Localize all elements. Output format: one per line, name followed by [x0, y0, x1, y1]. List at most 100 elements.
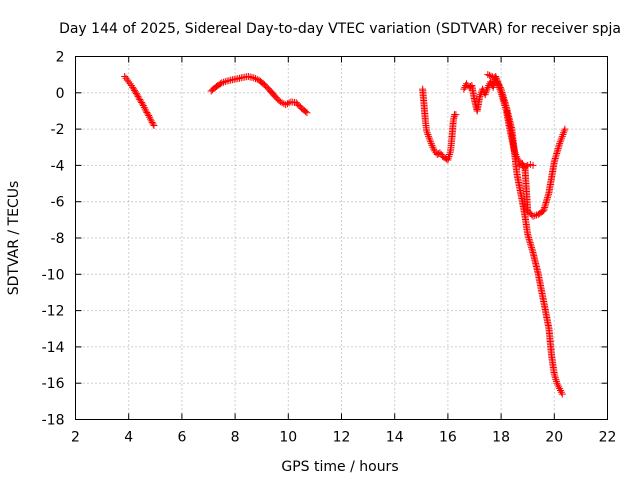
data-point: [218, 79, 226, 87]
x-tick-label: 6: [177, 430, 186, 446]
data-point: [140, 103, 148, 111]
data-point: [551, 372, 559, 380]
x-tick-label: 16: [439, 430, 457, 446]
plot-frame: [75, 56, 608, 420]
data-point: [144, 110, 152, 118]
data-point: [425, 134, 433, 142]
data-point: [220, 78, 228, 86]
data-point: [145, 111, 153, 119]
data-point: [423, 129, 431, 137]
chart-title: Day 144 of 2025, Sidereal Day-to-day VTE…: [59, 21, 621, 37]
data-point: [482, 89, 490, 97]
data-point: [492, 74, 500, 82]
data-point: [423, 127, 431, 135]
data-point: [283, 100, 291, 108]
data-point: [529, 161, 537, 169]
y-tick-label: -6: [51, 195, 65, 211]
y-tick-label: -18: [42, 413, 65, 429]
x-tick-label: 2: [71, 430, 80, 446]
data-point: [556, 385, 564, 393]
data-point: [148, 118, 156, 126]
data-point: [134, 92, 142, 100]
data-point: [146, 115, 154, 123]
data-point: [485, 71, 493, 79]
data-point: [446, 149, 454, 157]
data-point: [531, 212, 539, 220]
data-point: [427, 140, 435, 148]
x-tick-label: 8: [231, 430, 240, 446]
data-point: [142, 107, 150, 115]
data-point: [556, 138, 564, 146]
data-point: [135, 94, 143, 102]
data-point: [482, 87, 490, 95]
data-point: [554, 381, 562, 389]
data-point: [130, 85, 138, 93]
data-point: [445, 151, 453, 159]
data-point: [251, 75, 259, 83]
data-point: [444, 156, 452, 164]
y-tick-label: -16: [42, 376, 65, 392]
data-point: [424, 131, 432, 139]
y-tick-label: -12: [42, 304, 65, 320]
data-point: [141, 105, 149, 113]
data-point: [125, 78, 133, 86]
data-point: [302, 108, 310, 116]
grid-layer: [75, 56, 608, 420]
x-tick-label: 20: [545, 430, 563, 446]
data-point: [561, 125, 569, 133]
y-tick-label: -4: [51, 158, 65, 174]
y-tick-label: -14: [42, 340, 65, 356]
data-point: [557, 388, 565, 396]
data-point: [558, 134, 566, 142]
data-point: [136, 95, 144, 103]
y-tick-label: -2: [51, 122, 65, 138]
data-point: [429, 143, 437, 151]
data-point: [481, 91, 489, 99]
x-tick-label: 22: [599, 430, 617, 446]
data-point: [431, 147, 439, 155]
series-pass-3: [419, 85, 460, 164]
data-point: [496, 82, 504, 90]
data-point: [131, 88, 139, 96]
data-point: [427, 138, 435, 146]
series-pass-6: [516, 160, 537, 171]
x-tick-label: 12: [333, 430, 351, 446]
data-point: [533, 211, 541, 219]
data-point: [522, 162, 530, 170]
data-point: [428, 141, 436, 149]
data-point: [493, 77, 501, 85]
data-point: [552, 376, 560, 384]
data-point: [452, 111, 460, 119]
data-point: [445, 152, 453, 160]
data-point: [518, 160, 526, 168]
data-point: [558, 390, 566, 398]
data-point: [425, 132, 433, 140]
data-point: [149, 120, 157, 128]
data-point: [146, 113, 154, 121]
data-point: [559, 131, 567, 139]
data-point: [138, 100, 146, 108]
data-point: [436, 149, 444, 157]
data-point: [143, 108, 151, 116]
data-point: [147, 117, 155, 125]
data-point: [133, 91, 141, 99]
data-point: [560, 129, 568, 137]
data-point: [253, 75, 261, 83]
data-point: [460, 85, 468, 93]
data-point: [476, 92, 484, 100]
data-point: [555, 383, 563, 391]
data-point: [557, 136, 565, 144]
data-point: [493, 76, 501, 84]
data-point: [250, 74, 258, 82]
data-point: [430, 145, 438, 153]
data-point: [126, 80, 134, 88]
data-point: [132, 89, 140, 97]
data-point: [303, 109, 311, 117]
data-point: [484, 71, 492, 79]
data-point: [494, 79, 502, 87]
data-point: [529, 212, 537, 220]
x-tick-label: 14: [386, 430, 404, 446]
series-pass-1: [121, 72, 158, 129]
data-point: [444, 154, 452, 162]
data-point: [550, 370, 558, 378]
